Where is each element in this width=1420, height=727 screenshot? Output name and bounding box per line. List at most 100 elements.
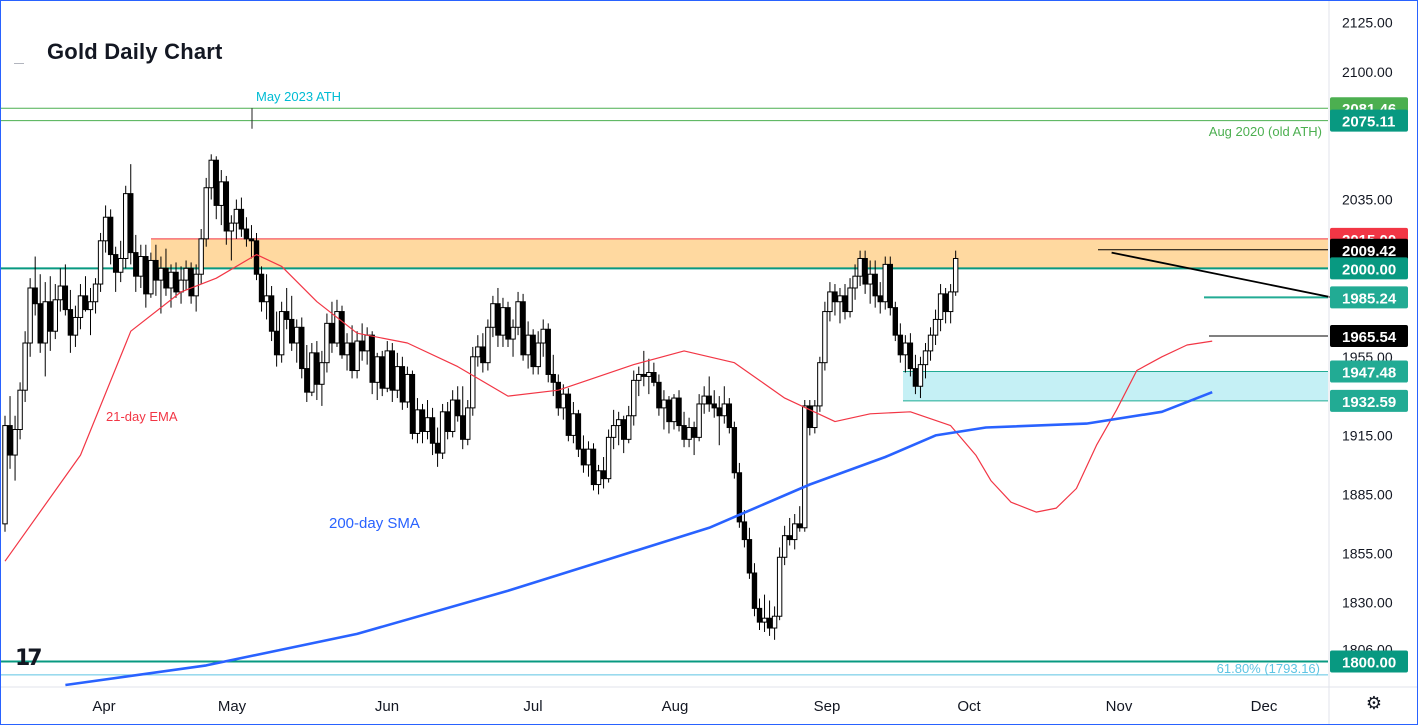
candle-body [465,407,471,440]
candle-body [636,373,642,381]
candle-body [661,399,667,409]
candle-body [243,228,250,240]
candle-body [812,405,818,429]
candle-body [832,291,838,303]
candle-body [937,293,944,320]
price-label: 1932.59 [1342,394,1396,411]
price-label-bg [1330,257,1408,280]
candle-body [505,307,511,340]
candle-body [253,240,260,275]
sma200-line [65,390,1213,687]
candle-body [42,301,48,344]
candle-body [686,427,692,440]
candle-body [188,267,194,297]
candle-body [324,322,330,364]
candle-body [67,309,74,336]
candle-body [429,417,436,444]
candle-body [691,427,697,438]
candle-body [525,334,531,356]
price-label-bg [1330,109,1408,132]
candle-body [932,318,939,336]
price-label-bg [1330,238,1408,261]
candle-body [434,442,441,454]
x-tick-label: Apr [92,698,115,715]
candle-body [424,417,431,432]
candle-body [334,311,340,344]
candle-body [309,352,315,393]
candle-body [449,399,456,432]
candle-body [671,397,677,423]
zone-0 [151,238,1328,269]
candle-body [294,326,300,344]
ema21-line [4,254,1213,562]
y-tick-label: 2125.00 [1342,15,1393,31]
candle-body [299,326,305,370]
candle-body [620,419,627,440]
candle-body [605,436,612,480]
candle-body [117,257,124,273]
price-label: 2075.11 [1342,114,1395,131]
candle-body [917,364,924,387]
candle-body [837,295,843,303]
candle-body [781,535,788,558]
candle-body [72,316,79,336]
candle-body [857,257,863,277]
candle-body [218,181,224,206]
candle-body [128,193,134,254]
candle-body [112,254,119,273]
candle-body [867,273,873,285]
candle-body [379,356,385,389]
candle-body [52,299,58,332]
annotation-4: 61.80% (1793.16) [1217,661,1320,676]
candle-body [349,342,355,372]
candle-body [741,521,748,541]
annotation-0: May 2023 ATH [256,89,341,104]
x-tick-label: Jul [523,698,542,715]
candle-body [580,448,587,466]
candle-body [92,283,99,303]
price-label-bg [1330,650,1408,673]
candle-body [545,328,551,375]
candle-body [646,372,652,377]
y-tick-label: 1885.00 [1342,486,1393,502]
candle-body [233,208,240,224]
gear-icon[interactable]: ⚙ [1365,693,1383,714]
candle-body [701,395,707,405]
candle-body [786,535,793,541]
candle-body [595,470,602,486]
candle-body [419,409,426,432]
candle-body [339,311,345,356]
candle-body [168,271,174,289]
candle-body [706,395,712,405]
candle-body [550,373,556,383]
tradingview-logo[interactable]: 17 [15,646,43,671]
price-label: 1985.24 [1342,290,1397,307]
candle-body [887,263,893,309]
candle-body [897,334,904,356]
candle-body [570,413,577,436]
candle-body [927,334,934,352]
candle-body [585,448,592,466]
candle-body [515,301,521,328]
candle-body [314,352,320,385]
candle-body [555,381,561,409]
trend-line [1111,251,1364,305]
y-tick-label: 1915.00 [1342,427,1393,443]
x-tick-label: Oct [957,698,981,715]
candle-body [847,287,853,313]
x-tick-label: Dec [1251,698,1278,715]
candle-body [892,307,899,336]
candle-body [676,397,682,427]
candle-body [238,208,245,230]
candle-body [641,373,647,377]
candle-body [872,273,878,297]
candle-body [792,523,798,541]
candle-body [455,399,461,417]
candle-body [756,607,763,623]
price-label: 2000.00 [1342,261,1396,278]
price-label-bg [1330,325,1408,348]
candle-body [329,322,335,344]
zone-1 [903,371,1328,401]
collapse-dash[interactable] [14,63,24,64]
